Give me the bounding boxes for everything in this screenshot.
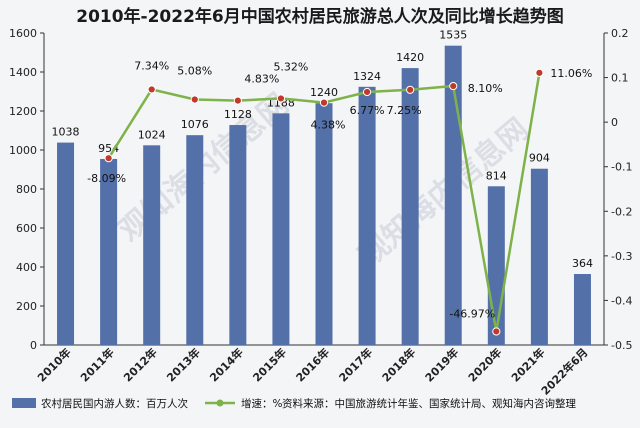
bar <box>186 135 204 345</box>
x-tick-label: 2017年 <box>336 345 375 384</box>
right-tick-label: -0.1 <box>611 161 632 174</box>
growth-point <box>104 154 113 163</box>
bar-value-label: 814 <box>486 169 507 182</box>
legend-line-marker <box>216 399 224 407</box>
bar <box>272 113 290 345</box>
bar-value-label: 1420 <box>396 51 424 64</box>
x-tick-label: 2018年 <box>379 345 418 384</box>
bar <box>100 158 118 345</box>
left-tick-label: 600 <box>16 222 37 235</box>
growth-point <box>449 81 458 91</box>
bar <box>487 186 505 345</box>
watermark-text: 观知海内信息网 <box>352 112 535 274</box>
x-tick-label: 2021年 <box>508 345 547 384</box>
x-axis-ticks: 2010年 2011年 2012年 2013年 2014年 2015年 2016年 2017年… <box>34 345 590 398</box>
left-tick-label: 1400 <box>9 66 37 79</box>
bar <box>444 45 462 346</box>
legend-bar-swatch <box>12 398 36 408</box>
x-tick-label: 2015年 <box>250 345 289 384</box>
growth-label: 7.34% <box>134 59 169 72</box>
right-tick-label: -0.4 <box>611 294 632 307</box>
growth-label: 11.06% <box>550 67 592 80</box>
growth-point <box>319 98 329 107</box>
growth-label: 6.77% <box>350 104 385 117</box>
growth-point <box>276 94 286 103</box>
legend-line-label: 增速：% <box>241 397 282 410</box>
right-tick-label: 0.2 <box>611 27 629 40</box>
bar-value-label: 1240 <box>310 86 338 99</box>
growth-label: 4.38% <box>311 119 346 132</box>
right-tick-label: -0.3 <box>611 250 632 263</box>
growth-point <box>406 85 415 94</box>
watermark-text: 观知海内信息网 <box>112 87 295 249</box>
bar-value-label: 1535 <box>439 29 467 42</box>
x-tick-label: 2013年 <box>164 345 203 384</box>
left-tick-label: 1600 <box>9 27 37 40</box>
growth-label: 8.10% <box>468 82 503 95</box>
chart-title: 2010年-2022年6月中国农村居民旅游总人次及同比增长趋势图 <box>76 6 564 27</box>
growth-point <box>492 327 501 336</box>
right-tick-label: 0 <box>611 116 618 129</box>
left-tick-label: 800 <box>16 183 37 196</box>
bar-value-label: 1324 <box>353 70 381 83</box>
growth-point <box>362 87 372 97</box>
right-tick-label: -0.2 <box>611 205 632 218</box>
x-tick-label: 2011年 <box>77 345 116 384</box>
bar <box>358 86 376 345</box>
left-tick-label: 1200 <box>9 105 37 118</box>
bar <box>315 103 333 345</box>
axes: 0 200 400 600 800 1000 1200 1400 1600 -0.5 -0.4 -0.… <box>9 27 632 352</box>
growth-label: 4.83% <box>244 73 279 86</box>
left-tick-label: 1000 <box>9 144 37 157</box>
bar <box>401 68 419 345</box>
bar-value-label: 904 <box>529 152 550 165</box>
bar <box>143 145 161 345</box>
growth-point <box>535 68 544 77</box>
left-tick-label: 0 <box>30 339 37 352</box>
bar <box>530 168 548 345</box>
growth-label: 7.25% <box>387 104 422 117</box>
right-tick-label: -0.5 <box>611 339 632 352</box>
line-series: -8.09% 7.34% 5.08% 4.83%5.32% 4.38% 6.77% 7.25… <box>87 59 592 336</box>
left-tick-label: 200 <box>16 300 37 313</box>
legend: 农村居民国内游人数：百万人次 增速：% 资料来源：中国旅游统计年鉴、国家统计局、… <box>12 397 576 410</box>
legend-bar-label: 农村居民国内游人数：百万人次 <box>41 397 188 410</box>
bar <box>573 274 591 345</box>
bar-value-label: 1076 <box>181 118 209 131</box>
growth-label: 5.08% <box>177 65 212 78</box>
x-tick-label: 2020年 <box>465 345 504 384</box>
source-note: 资料来源：中国旅游统计年鉴、国家统计局、观知海内咨询整理 <box>282 397 576 410</box>
bar-series <box>57 45 591 346</box>
growth-point <box>190 95 199 104</box>
x-tick-label: 2016年 <box>293 345 332 384</box>
bar-value-label: 1024 <box>138 128 166 141</box>
x-tick-label: 2022年6月 <box>538 345 591 398</box>
bar-value-label: 364 <box>572 257 593 270</box>
bar-labels: 1038954102410761128118812401324142015358… <box>52 29 593 270</box>
growth-point <box>233 96 242 105</box>
left-tick-label: 400 <box>16 261 37 274</box>
growth-label: -8.09% <box>87 172 126 185</box>
x-tick-label: 2019年 <box>422 345 461 384</box>
growth-label: 5.32% <box>273 60 308 73</box>
bar <box>57 142 75 345</box>
bar <box>229 125 247 345</box>
right-tick-label: 0.1 <box>611 72 629 85</box>
bar-value-label: 1128 <box>224 108 252 121</box>
bar-value-label: 1038 <box>52 126 80 139</box>
x-tick-label: 2014年 <box>207 345 246 384</box>
growth-point <box>147 85 156 94</box>
x-tick-label: 2010年 <box>34 345 73 384</box>
growth-label: -46.97% <box>449 307 495 320</box>
x-tick-label: 2012年 <box>120 345 159 384</box>
